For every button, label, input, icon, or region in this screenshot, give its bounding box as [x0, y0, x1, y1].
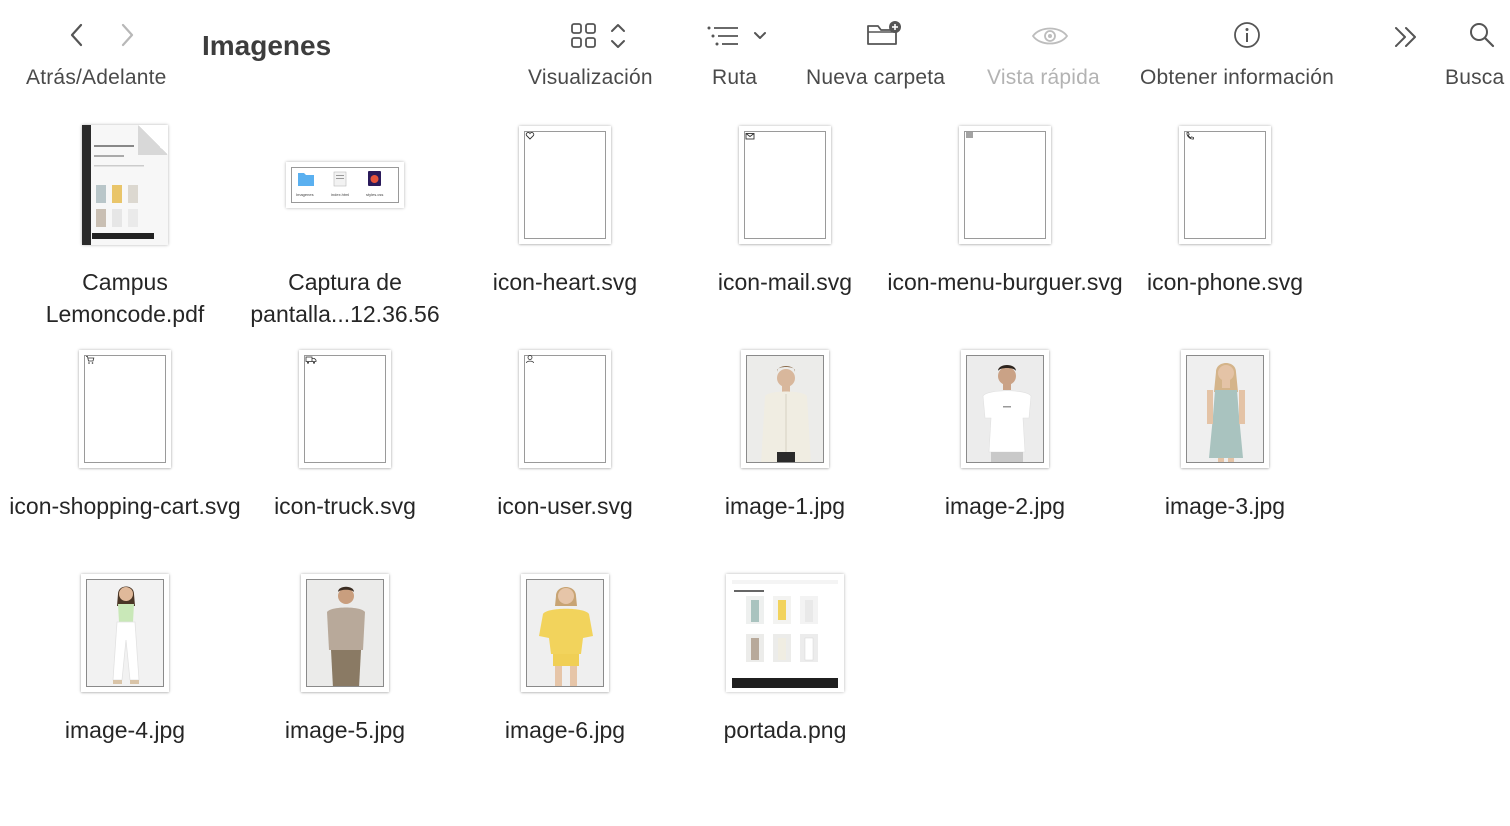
- file-name: image-5.jpg: [284, 717, 406, 743]
- shot-item-label: index.html: [331, 192, 350, 197]
- file-name: icon-phone.svg: [1147, 269, 1303, 295]
- file-name: icon-truck.svg: [274, 493, 416, 519]
- info-icon: [1234, 22, 1260, 48]
- file-item[interactable]: icon-truck.svg: [235, 344, 455, 568]
- get-info-button[interactable]: [1232, 20, 1262, 50]
- svg-thumbnail: [519, 350, 611, 468]
- window-title: Imagenes: [202, 30, 332, 61]
- photo-thumbnail: [301, 574, 389, 692]
- eye-icon: [1031, 27, 1069, 45]
- file-name: portada.png: [723, 717, 847, 743]
- shot-item-label: styles.css: [366, 192, 384, 197]
- file-item[interactable]: image-1.jpg: [675, 344, 895, 568]
- file-name: icon-mail.svg: [717, 269, 853, 295]
- svg-thumbnail: [299, 350, 391, 468]
- double-chevron-right-icon: [1395, 27, 1416, 47]
- file-item[interactable]: image-5.jpg: [235, 568, 455, 792]
- new-folder-button[interactable]: [864, 18, 904, 50]
- file-name: Campus Lemoncode.pdf: [45, 269, 205, 327]
- more-toolbar-button[interactable]: [1392, 22, 1422, 52]
- quick-look-button[interactable]: [1030, 22, 1070, 50]
- file-item[interactable]: portada.png: [675, 568, 895, 792]
- heart-icon: [525, 132, 535, 140]
- finder-toolbar: Atrás/Adelante Imagenes Visualización Ru…: [0, 0, 1510, 110]
- truck-icon: [305, 356, 317, 364]
- cart-icon: [86, 356, 95, 364]
- grid-view-icon: [571, 23, 625, 48]
- file-name: image-3.jpg: [1164, 493, 1286, 519]
- back-forward-label: Atrás/Adelante: [26, 66, 167, 89]
- search-label: Busca: [1445, 66, 1505, 89]
- file-item[interactable]: icon-user.svg: [455, 344, 675, 568]
- path-label: Ruta: [712, 66, 758, 89]
- file-item[interactable]: image-2.jpg: [895, 344, 1115, 568]
- file-item[interactable]: icon-mail.svg: [675, 120, 895, 344]
- svg-thumbnail: [959, 126, 1051, 244]
- quick-look-label: Vista rápida: [987, 66, 1100, 89]
- svg-thumbnail: [1179, 126, 1271, 244]
- mail-icon: [745, 133, 755, 140]
- new-folder-icon: [867, 21, 901, 45]
- file-item[interactable]: image-6.jpg: [455, 568, 675, 792]
- file-name: image-2.jpg: [944, 493, 1066, 519]
- file-item[interactable]: icon-phone.svg: [1115, 120, 1335, 344]
- back-button[interactable]: [62, 20, 92, 50]
- get-info-label: Obtener información: [1140, 66, 1335, 89]
- photo-thumbnail: [961, 350, 1049, 468]
- file-item[interactable]: Imagenes index.html styles.css Captura d…: [235, 120, 455, 344]
- png-thumbnail: [726, 574, 844, 692]
- forward-button[interactable]: [112, 20, 142, 50]
- file-name: image-1.jpg: [724, 493, 846, 519]
- file-item[interactable]: icon-shopping-cart.svg: [9, 344, 241, 568]
- chevron-right-icon: [121, 23, 134, 47]
- svg-thumbnail: [519, 126, 611, 244]
- file-name: image-6.jpg: [504, 717, 626, 743]
- file-item[interactable]: image-3.jpg: [1115, 344, 1335, 568]
- file-item[interactable]: image-4.jpg: [15, 568, 235, 792]
- search-icon: [1470, 23, 1495, 48]
- file-item[interactable]: Campus Lemoncode.pdf: [15, 120, 235, 344]
- file-name: icon-user.svg: [497, 493, 633, 519]
- svg-thumbnail: [739, 126, 831, 244]
- shot-item-label: Imagenes: [296, 192, 314, 197]
- file-name: icon-shopping-cart.svg: [9, 493, 241, 519]
- photo-thumbnail: [741, 350, 829, 468]
- user-icon: [526, 355, 534, 364]
- photo-thumbnail: [521, 574, 609, 692]
- pdf-thumbnail: [82, 125, 168, 245]
- svg-thumbnail: [79, 350, 171, 468]
- file-item[interactable]: icon-heart.svg: [455, 120, 675, 344]
- phone-icon: [1186, 132, 1194, 140]
- photo-thumbnail: [81, 574, 169, 692]
- photo-thumbnail: [1181, 350, 1269, 468]
- file-name: image-4.jpg: [64, 717, 186, 743]
- file-item[interactable]: icon-menu-burguer.svg: [887, 120, 1123, 344]
- file-name: icon-heart.svg: [492, 269, 638, 295]
- file-name: icon-menu-burguer.svg: [887, 269, 1123, 295]
- list-path-icon: [707, 26, 766, 46]
- search-button[interactable]: [1466, 20, 1498, 50]
- file-name: Captura de pantalla...12.36.56: [250, 269, 440, 327]
- view-button[interactable]: [566, 20, 630, 52]
- screenshot-thumbnail: Imagenes index.html styles.css: [286, 162, 404, 208]
- chevron-left-icon: [70, 23, 83, 47]
- path-button[interactable]: [704, 20, 774, 52]
- view-label: Visualización: [528, 66, 653, 89]
- menu-icon: [966, 132, 973, 138]
- new-folder-label: Nueva carpeta: [806, 66, 946, 89]
